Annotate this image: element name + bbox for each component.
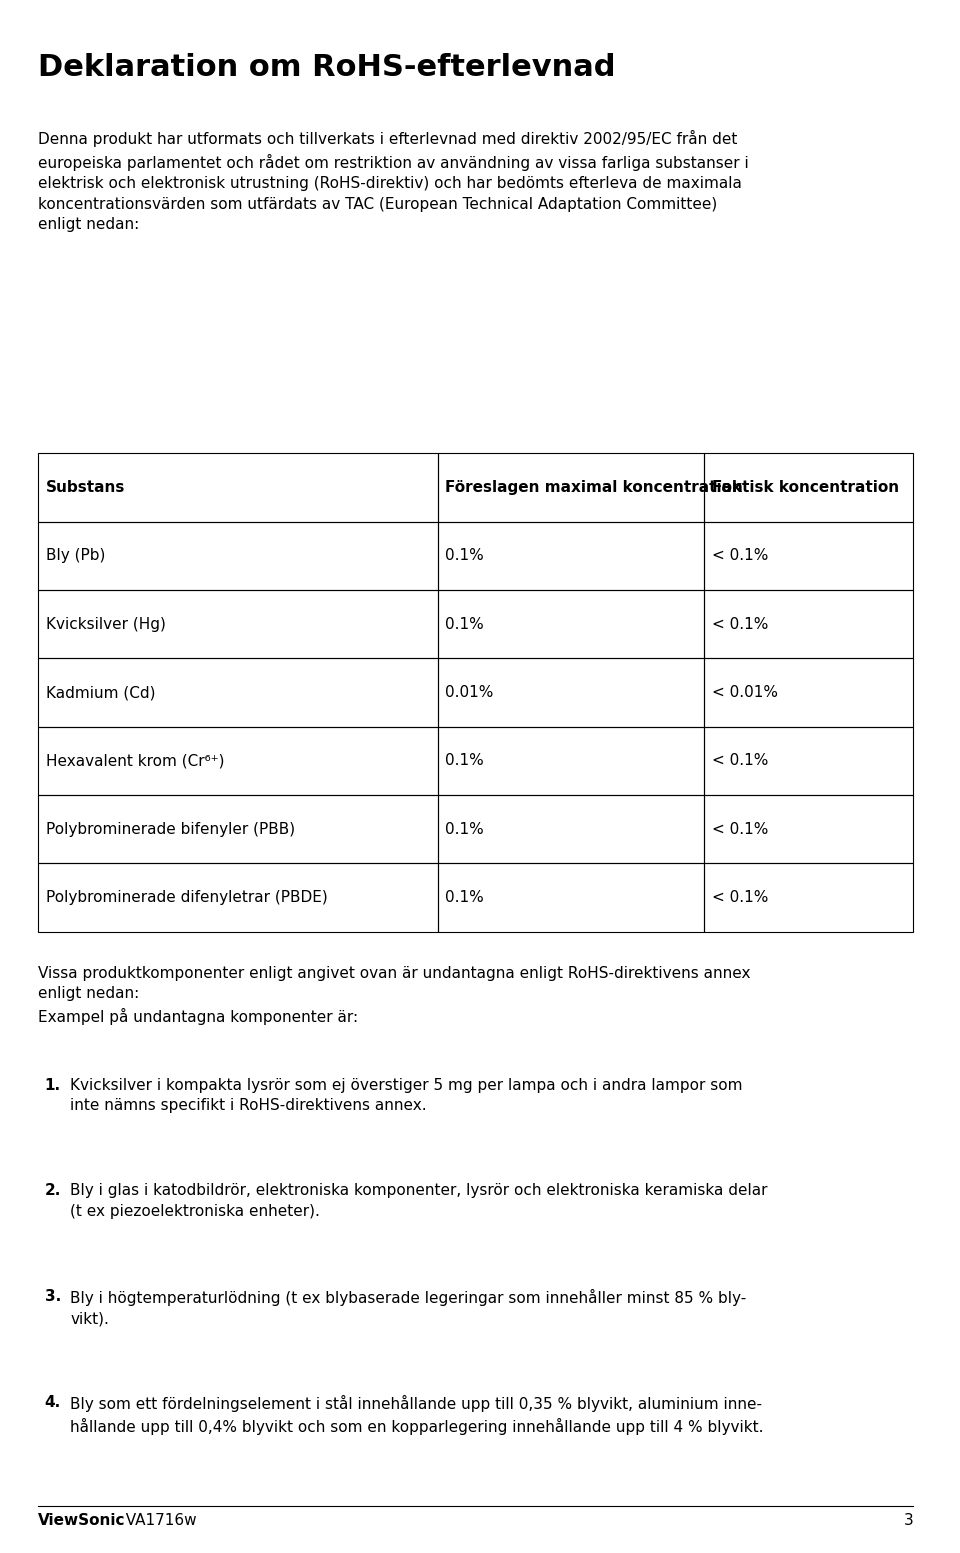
Text: < 0.01%: < 0.01%: [711, 685, 778, 700]
Text: 1.: 1.: [45, 1078, 60, 1093]
Text: Hexavalent krom (Cr⁶⁺): Hexavalent krom (Cr⁶⁺): [46, 753, 225, 769]
Bar: [438, 727, 704, 795]
Bar: [704, 522, 913, 590]
Text: Bly (Pb): Bly (Pb): [46, 548, 105, 564]
Text: Kvicksilver i kompakta lysrör som ej överstiger 5 mg per lampa och i andra lampo: Kvicksilver i kompakta lysrör som ej öve…: [70, 1078, 743, 1114]
Bar: [704, 590, 913, 658]
Text: 0.1%: 0.1%: [445, 890, 484, 905]
Text: 4.: 4.: [45, 1395, 61, 1410]
Text: Polybrominerade difenyletrar (PBDE): Polybrominerade difenyletrar (PBDE): [46, 890, 327, 905]
Text: 3.: 3.: [45, 1289, 61, 1305]
Bar: [438, 863, 704, 932]
Bar: [438, 590, 704, 658]
Bar: [704, 795, 913, 863]
Text: Föreslagen maximal koncentration: Föreslagen maximal koncentration: [445, 480, 743, 495]
Text: < 0.1%: < 0.1%: [711, 548, 768, 564]
Text: < 0.1%: < 0.1%: [711, 890, 768, 905]
Bar: [38, 590, 438, 658]
Bar: [38, 453, 438, 522]
Bar: [438, 658, 704, 727]
Bar: [38, 795, 438, 863]
Bar: [38, 522, 438, 590]
Text: < 0.1%: < 0.1%: [711, 617, 768, 632]
Text: VA1716w: VA1716w: [116, 1513, 197, 1528]
Text: Kadmium (Cd): Kadmium (Cd): [46, 685, 156, 700]
Text: 0.1%: 0.1%: [445, 548, 484, 564]
Text: ViewSonic: ViewSonic: [38, 1513, 126, 1528]
Text: 0.1%: 0.1%: [445, 617, 484, 632]
Text: 0.1%: 0.1%: [445, 753, 484, 769]
Bar: [438, 453, 704, 522]
Bar: [438, 795, 704, 863]
Text: 0.01%: 0.01%: [445, 685, 493, 700]
Bar: [704, 863, 913, 932]
Text: Deklaration om RoHS-efterlevnad: Deklaration om RoHS-efterlevnad: [38, 53, 615, 82]
Text: Bly i högtemperaturlödning (t ex blybaserade legeringar som innehåller minst 85 : Bly i högtemperaturlödning (t ex blybase…: [70, 1289, 747, 1326]
Text: Substans: Substans: [46, 480, 125, 495]
Bar: [704, 453, 913, 522]
Text: Vissa produktkomponenter enligt angivet ovan är undantagna enligt RoHS-direktive: Vissa produktkomponenter enligt angivet …: [38, 966, 751, 1025]
Text: Polybrominerade bifenyler (PBB): Polybrominerade bifenyler (PBB): [46, 822, 295, 837]
Text: Faktisk koncentration: Faktisk koncentration: [711, 480, 899, 495]
Text: 2.: 2.: [45, 1183, 61, 1199]
Bar: [38, 727, 438, 795]
Bar: [38, 863, 438, 932]
Bar: [704, 727, 913, 795]
Text: Kvicksilver (Hg): Kvicksilver (Hg): [46, 617, 165, 632]
Bar: [438, 522, 704, 590]
Bar: [704, 658, 913, 727]
Text: Bly i glas i katodbildrör, elektroniska komponenter, lysrör och elektroniska ker: Bly i glas i katodbildrör, elektroniska …: [70, 1183, 768, 1219]
Text: 3: 3: [903, 1513, 913, 1528]
Text: Bly som ett fördelningselement i stål innehållande upp till 0,35 % blyvikt, alum: Bly som ett fördelningselement i stål in…: [70, 1395, 764, 1435]
Text: < 0.1%: < 0.1%: [711, 822, 768, 837]
Text: 0.1%: 0.1%: [445, 822, 484, 837]
Bar: [38, 658, 438, 727]
Text: < 0.1%: < 0.1%: [711, 753, 768, 769]
Text: Denna produkt har utformats och tillverkats i efterlevnad med direktiv 2002/95/E: Denna produkt har utformats och tillverk…: [38, 130, 749, 231]
